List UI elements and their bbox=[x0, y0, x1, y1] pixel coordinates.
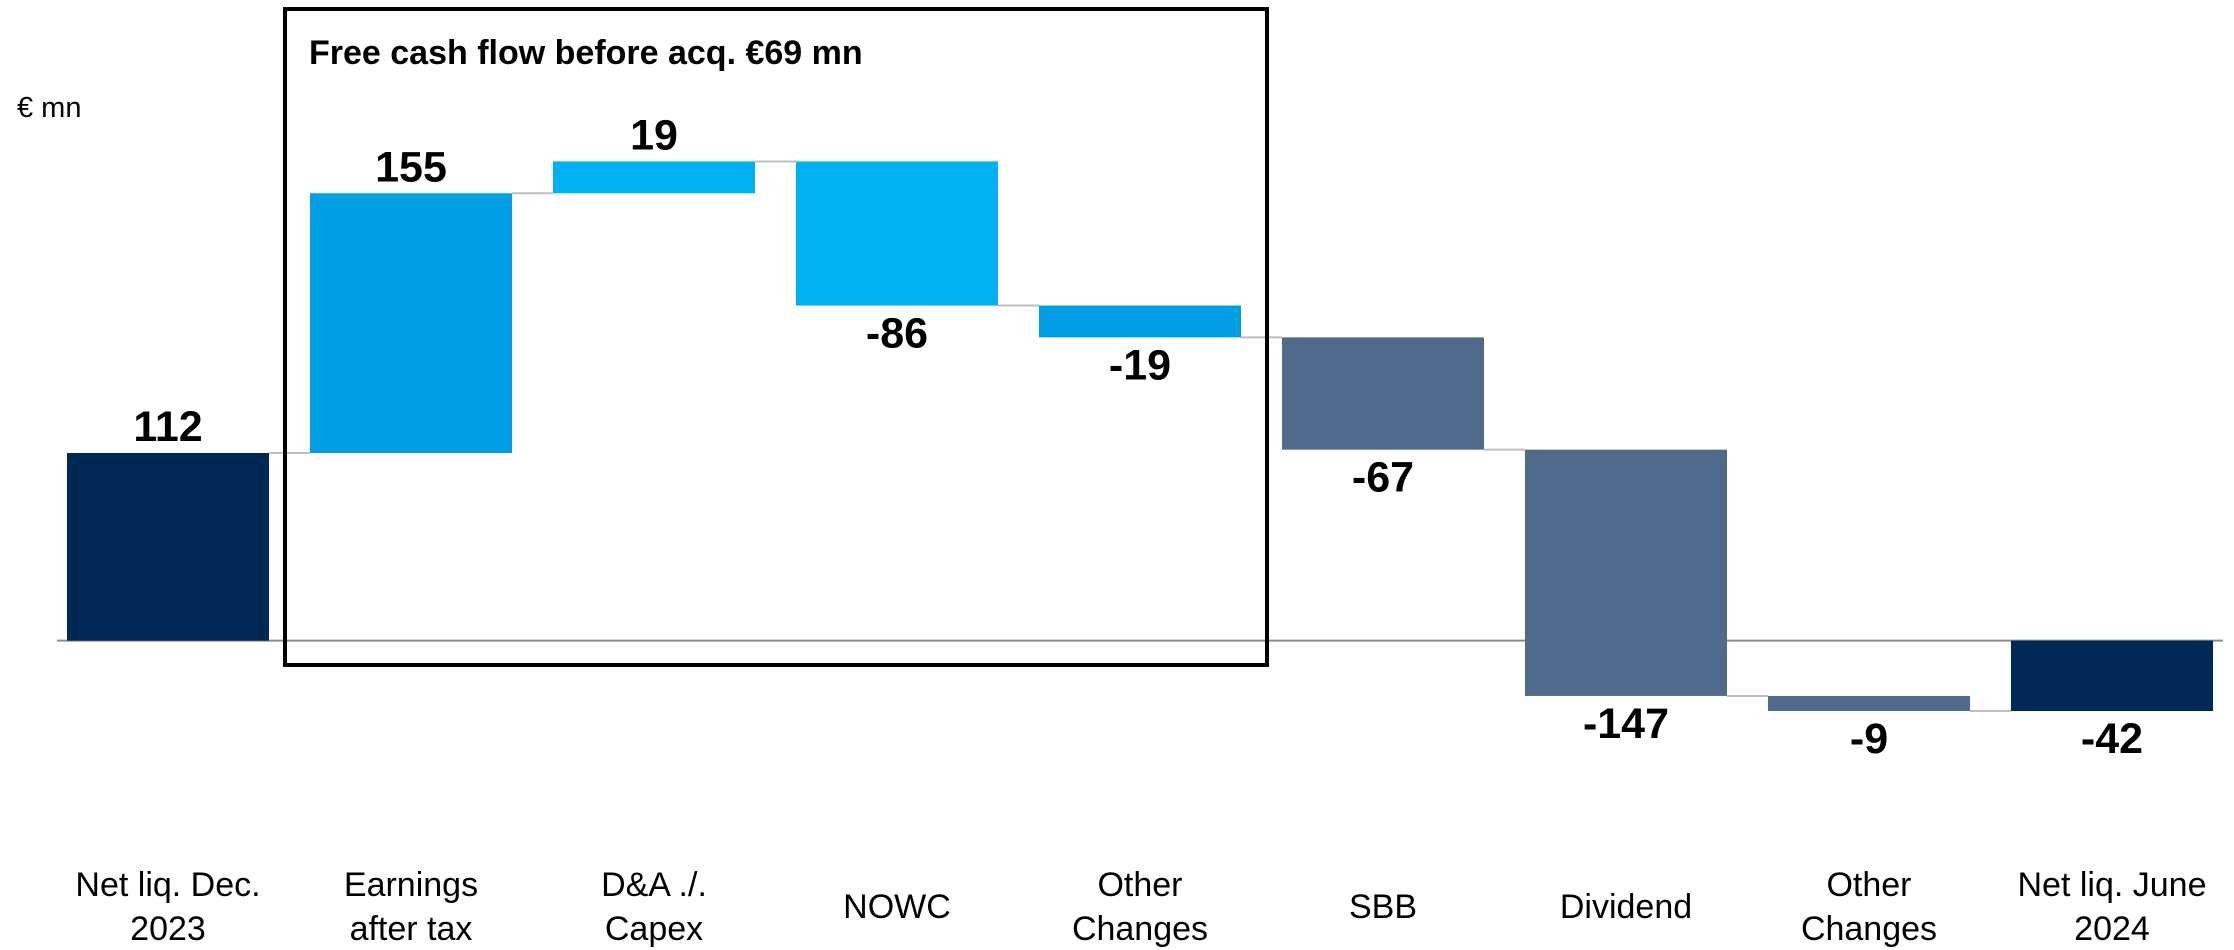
x-tick-label: Net liq. Dec. 2023 bbox=[75, 866, 260, 948]
value-label: -9 bbox=[1850, 715, 1888, 763]
x-tick-label: Net liq. June 2024 bbox=[2018, 866, 2207, 948]
x-tick-label: Other Changes bbox=[1801, 866, 1937, 948]
bar bbox=[1282, 337, 1484, 450]
x-tick-label: Other Changes bbox=[1072, 866, 1208, 948]
annotation: Free cash flow before acq. €69 mn bbox=[309, 34, 863, 72]
bar bbox=[2011, 640, 2213, 712]
bar bbox=[1039, 305, 1241, 338]
x-tick-label: NOWC bbox=[843, 888, 951, 926]
bar bbox=[310, 193, 512, 454]
bar bbox=[67, 453, 269, 641]
x-tick-label: Dividend bbox=[1560, 888, 1692, 926]
value-label: 155 bbox=[375, 143, 447, 191]
value-label: -67 bbox=[1352, 454, 1414, 502]
value-label: -147 bbox=[1583, 700, 1669, 748]
value-label: 112 bbox=[133, 403, 202, 451]
annotation-box bbox=[283, 7, 1269, 667]
bar bbox=[553, 161, 755, 194]
bar bbox=[1525, 449, 1727, 696]
bar bbox=[796, 161, 998, 306]
unit-label: € mn bbox=[17, 92, 81, 124]
x-tick-label: SBB bbox=[1349, 888, 1417, 926]
x-tick-label: Earnings after tax bbox=[344, 866, 478, 948]
value-label: 19 bbox=[630, 111, 678, 159]
value-label: -19 bbox=[1109, 341, 1171, 389]
bar bbox=[1768, 695, 1970, 712]
x-tick-label: D&A ./. Capex bbox=[601, 866, 707, 948]
value-label: -42 bbox=[2081, 715, 2143, 763]
value-label: -86 bbox=[866, 310, 928, 358]
